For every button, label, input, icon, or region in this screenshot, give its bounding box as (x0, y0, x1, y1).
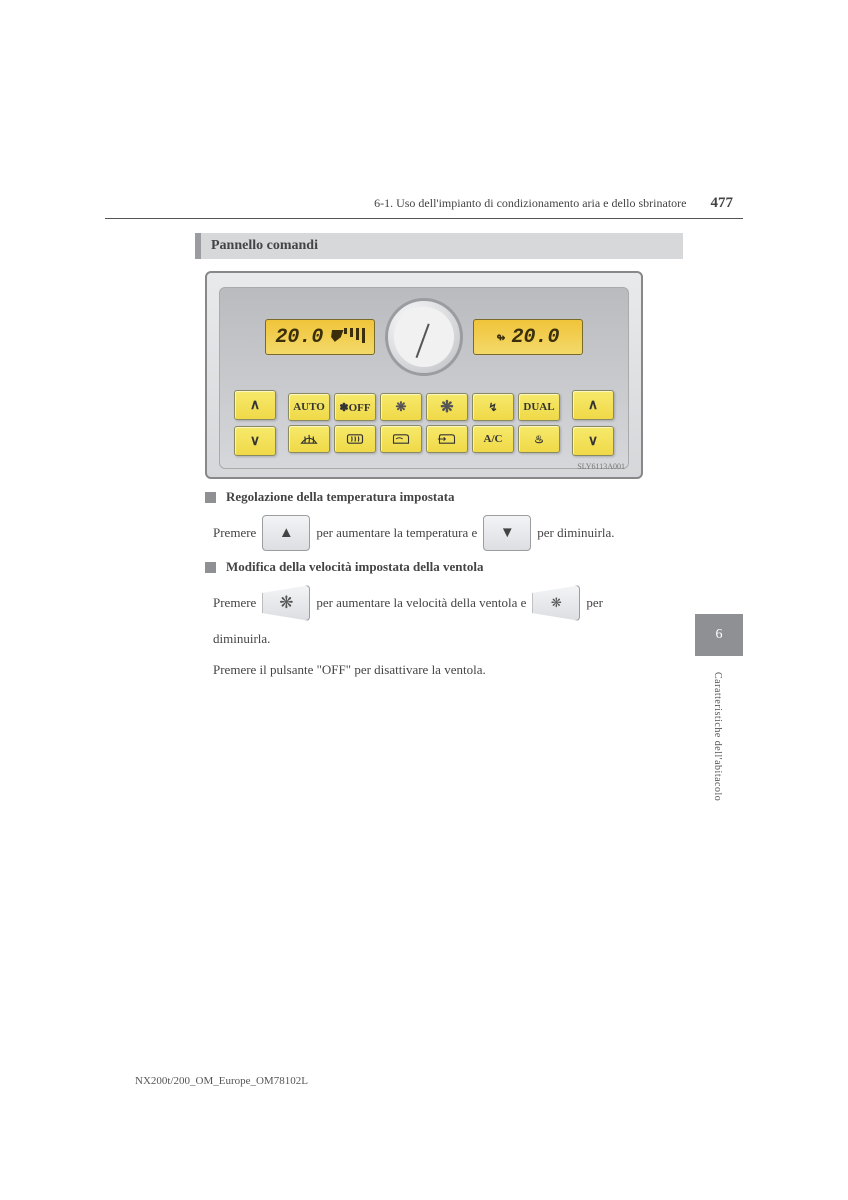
square-bullet-icon (205, 562, 216, 573)
footer-reference: NX200t/200_OM_Europe_OM78102L (135, 1075, 308, 1087)
off-button[interactable]: ✽OFF (334, 393, 376, 421)
control-panel-figure: 20.0 ⛊ ↬ 20.0 (205, 271, 643, 479)
right-temp-down-button[interactable]: ∨ (572, 426, 614, 456)
left-temp-up-button[interactable]: ∧ (234, 390, 276, 420)
square-bullet-icon (205, 492, 216, 503)
auto-button[interactable]: AUTO (288, 393, 330, 421)
fan-large-icon: ❋ (279, 587, 293, 619)
fresh-air-button[interactable] (426, 425, 468, 453)
minute-hand (416, 337, 425, 358)
chevron-down-icon: ▼ (500, 519, 515, 548)
button-area: ∧ ∨ AUTO ✽OFF ❋ ❋ ↯ DUAL A/C ♨ (230, 390, 618, 456)
display-row: 20.0 ⛊ ↬ 20.0 (230, 298, 618, 376)
dual-button[interactable]: DUAL (518, 393, 560, 421)
seat-heat-icon: ⛊ (329, 328, 364, 346)
figure-reference-id: SLY6113A001 (577, 462, 625, 471)
fan-large-icon: ❋ (440, 397, 453, 417)
chevron-up-icon: ▲ (279, 519, 294, 548)
text-fragment: per diminuirla. (537, 521, 614, 546)
chapter-number: 6 (716, 627, 723, 643)
right-temp-arrows: ∧ ∨ (572, 390, 614, 456)
hour-hand (423, 324, 430, 338)
text-fragment: per (586, 591, 603, 616)
chapter-label: Caratteristiche dell'abitacolo (712, 672, 723, 801)
recirculate-icon (391, 431, 411, 447)
left-temperature-display: 20.0 ⛊ (265, 319, 375, 355)
subheading-temperature-text: Regolazione della temperatura impostata (226, 489, 455, 505)
temperature-instruction: Premere ▲ per aumentare la temperatura e… (213, 515, 647, 551)
person-airflow-icon: ↯ (488, 401, 497, 414)
clock-face (394, 307, 454, 367)
fan-instruction: Premere ❋ per aumentare la velocità dell… (213, 585, 647, 682)
left-temp-value: 20.0 (275, 326, 323, 349)
text-fragment: per aumentare la velocità della ventola … (316, 591, 526, 616)
page-container: 6-1. Uso dell'impianto di condizionament… (0, 0, 848, 682)
fresh-air-icon (437, 431, 457, 447)
seat-heat-button[interactable]: ♨ (518, 425, 560, 453)
analog-clock (385, 298, 463, 376)
breadcrumb: 6-1. Uso dell'impianto di condizionament… (374, 196, 686, 211)
fan-down-button[interactable]: ❋ (380, 393, 422, 421)
right-temperature-display: ↬ 20.0 (473, 319, 583, 355)
right-temp-value: 20.0 (512, 326, 560, 349)
text-fragment: diminuirla. (213, 627, 647, 652)
text-fragment: Premere (213, 521, 256, 546)
page-header: 6-1. Uso dell'impianto di condizionament… (105, 195, 743, 212)
chapter-tab: 6 (695, 614, 743, 656)
fan-off-instruction: Premere il pulsante "OFF" per disattivar… (213, 658, 647, 683)
rear-defrost-icon (345, 431, 365, 447)
page-number: 477 (711, 195, 734, 212)
temp-up-inline-button: ▲ (262, 515, 310, 551)
subheading-temperature: Regolazione della temperatura impostata (205, 489, 743, 505)
center-button-grid: AUTO ✽OFF ❋ ❋ ↯ DUAL A/C ♨ (288, 393, 560, 453)
text-fragment: per aumentare la temperatura e (316, 521, 477, 546)
fan-up-inline-button: ❋ (262, 585, 310, 621)
header-rule (105, 218, 743, 219)
text-fragment: Premere (213, 591, 256, 616)
fan-small-icon: ❋ (396, 399, 407, 415)
subheading-fan: Modifica della velocità impostata della … (205, 559, 743, 575)
airflow-icon: ↬ (496, 328, 505, 347)
airflow-mode-button[interactable]: ↯ (472, 393, 514, 421)
ac-button[interactable]: A/C (472, 425, 514, 453)
front-defrost-button[interactable] (288, 425, 330, 453)
fan-small-icon: ❋ (551, 591, 562, 616)
left-temp-arrows: ∧ ∨ (234, 390, 276, 456)
temp-down-inline-button: ▼ (483, 515, 531, 551)
section-heading: Pannello comandi (195, 233, 683, 259)
subheading-fan-text: Modifica della velocità impostata della … (226, 559, 483, 575)
seat-heat-btn-icon: ♨ (534, 433, 544, 446)
right-temp-up-button[interactable]: ∧ (572, 390, 614, 420)
fan-down-inline-button: ❋ (532, 585, 580, 621)
rear-defrost-button[interactable] (334, 425, 376, 453)
control-panel-inner: 20.0 ⛊ ↬ 20.0 (219, 287, 629, 469)
front-defrost-icon (299, 431, 319, 447)
fan-up-button[interactable]: ❋ (426, 393, 468, 421)
recirculate-button[interactable] (380, 425, 422, 453)
left-temp-down-button[interactable]: ∨ (234, 426, 276, 456)
